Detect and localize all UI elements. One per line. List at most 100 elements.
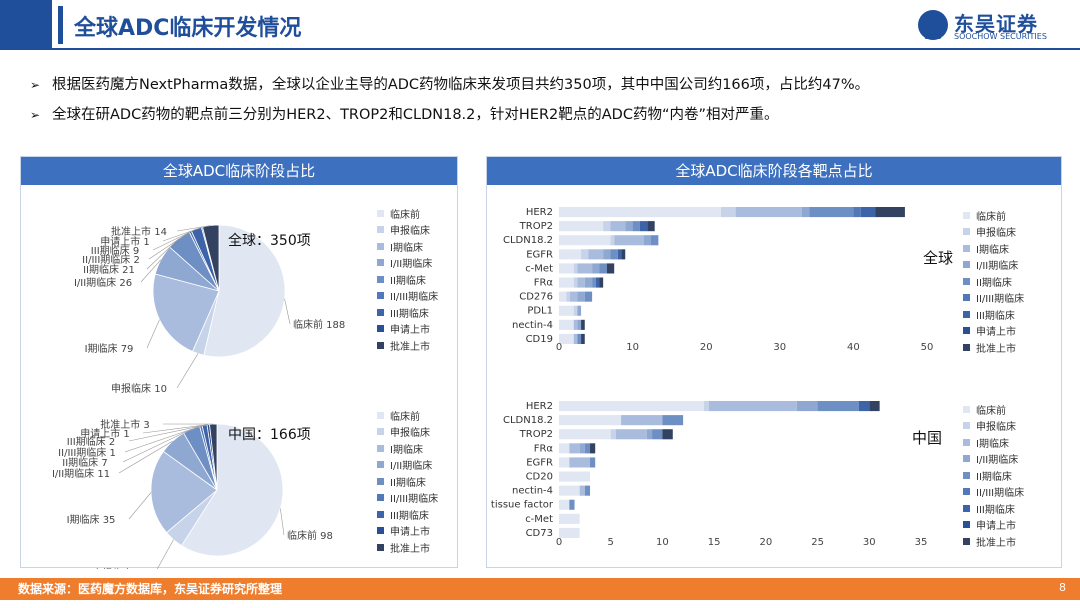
- bar-segment: [662, 429, 673, 440]
- legend-item: II期临床: [377, 473, 438, 490]
- bar-segment: [577, 305, 582, 316]
- logo-name-cn: 东吴证券: [954, 12, 1038, 36]
- bar-segment: [573, 263, 578, 274]
- bar-segment: [581, 249, 589, 260]
- bar-category-label: nectin-4: [512, 486, 553, 497]
- legend-item: II/III期临床: [377, 288, 438, 305]
- bar-category-label: tissue factor: [491, 500, 554, 511]
- bar-segment: [559, 235, 611, 246]
- left-panel-title: 全球ADC临床阶段占比: [21, 157, 457, 185]
- data-source-note: 数据来源：医药魔方数据库，东吴证券研究所整理: [18, 582, 283, 596]
- pie-leader-line: [128, 424, 205, 442]
- bar-segment: [573, 277, 578, 288]
- legend-swatch: [377, 494, 384, 502]
- bar-category-label: FRα: [534, 278, 554, 289]
- legend-label: 批准上市: [390, 543, 430, 555]
- bar-segment: [559, 443, 570, 454]
- bar-segment: [858, 401, 870, 412]
- bar-segment: [559, 277, 574, 288]
- bar-segment: [603, 221, 611, 232]
- bar-segment: [651, 235, 659, 246]
- legend-label: 申请上市: [390, 325, 430, 337]
- pie-slice: [150, 450, 218, 534]
- legend-swatch: [377, 209, 384, 217]
- bar-segment: [573, 319, 578, 330]
- pie-leader-line: [152, 228, 197, 251]
- bullet-text: 全球在研ADC药物的靶点前三分别为HER2、TROP2和CLDN18.2，针对H…: [52, 107, 779, 123]
- bullet-item: ➢ 全球在研ADC药物的靶点前三分别为HER2、TROP2和CLDN18.2，针…: [30, 104, 1050, 126]
- legend-label: III期临床: [976, 310, 1015, 322]
- legend-item: 申报临床: [377, 222, 438, 239]
- bar-category-label: EGFR: [526, 457, 553, 468]
- legend-swatch: [963, 211, 970, 219]
- pie-data-label: 批准上市 3: [100, 418, 150, 431]
- bar-segment: [581, 333, 585, 344]
- bar-segment: [646, 429, 653, 440]
- legend-label: 临床前: [390, 209, 420, 221]
- bar-segment: [584, 443, 591, 454]
- bar-segment: [603, 249, 611, 260]
- legend-label: 申请上市: [976, 521, 1016, 533]
- header-accent-block: [0, 0, 52, 48]
- legend-swatch: [377, 477, 384, 485]
- legend-swatch: [377, 428, 384, 436]
- legend-label: 批准上市: [976, 537, 1016, 549]
- pie-slice: [203, 224, 286, 358]
- bar-segment: [559, 333, 574, 344]
- legend-label: 申报临床: [390, 428, 430, 440]
- bar-segment: [592, 277, 596, 288]
- bar-segment: [639, 221, 648, 232]
- legend-swatch: [377, 308, 384, 316]
- bar-segment: [796, 401, 818, 412]
- legend-label: III期临床: [390, 308, 429, 320]
- legend-swatch: [377, 461, 384, 469]
- bar-segment: [595, 277, 600, 288]
- pie-leader-line: [176, 353, 199, 389]
- legend-label: I期临床: [976, 438, 1009, 450]
- legend-label: 临床前: [976, 405, 1006, 417]
- legend-item: 批准上市: [377, 539, 438, 556]
- bar-category-label: TROP2: [519, 429, 553, 440]
- bar-segment: [588, 249, 604, 260]
- legend-item: I/II期临床: [377, 255, 438, 272]
- bar-segment: [614, 235, 644, 246]
- legend-swatch: [963, 343, 970, 351]
- legend-item: 申请上市: [377, 321, 438, 338]
- bar-segment: [817, 401, 859, 412]
- summary-bullets: ➢ 根据医药魔方NextPharma数据，全球以企业主导的ADC药物临床来发项目…: [30, 74, 1050, 134]
- legend-item: 临床前: [963, 401, 1024, 418]
- bar-tick-label: 5: [608, 537, 614, 548]
- legend-swatch: [377, 341, 384, 349]
- bar-tick-label: 20: [759, 537, 772, 548]
- bar-segment: [569, 499, 575, 510]
- pie-leader-line: [176, 225, 211, 232]
- pie-leader-line: [118, 440, 173, 474]
- bar-segment: [579, 485, 585, 496]
- bar-tick-label: 30: [773, 342, 786, 353]
- bar-segment: [569, 457, 591, 468]
- bar-segment: [566, 291, 571, 302]
- pie-data-label: 申报临床 8: [92, 567, 142, 569]
- left-panel: 全球ADC临床阶段占比 临床前 188 申报临床 10 I期临床 79 I/II期临床…: [20, 156, 458, 569]
- legend-item: 申请上市: [963, 323, 1024, 340]
- bar-chart-title: 中国: [912, 429, 942, 447]
- pie-data-label: III期临床 9: [91, 244, 139, 257]
- bar-category-label: CD19: [526, 334, 553, 345]
- bar-segment: [573, 305, 578, 316]
- bar-segment: [559, 263, 574, 274]
- pie-leader-line: [124, 425, 202, 453]
- pie-leader-line: [162, 226, 203, 242]
- header-accent-stripe: [58, 6, 63, 44]
- bar-segment: [577, 319, 582, 330]
- bar-category-label: nectin-4: [512, 320, 553, 331]
- legend-item: II/III期临床: [963, 290, 1024, 307]
- legend-swatch: [963, 405, 970, 413]
- bar-category-label: CLDN18.2: [503, 415, 553, 426]
- legend-label: 申请上市: [976, 327, 1016, 339]
- pie-leader-line: [142, 424, 209, 434]
- legend-swatch: [377, 275, 384, 283]
- bar-tick-label: 0: [556, 342, 562, 353]
- legend-item: I/II期临床: [963, 451, 1024, 468]
- bar-category-label: CLDN18.2: [503, 235, 553, 246]
